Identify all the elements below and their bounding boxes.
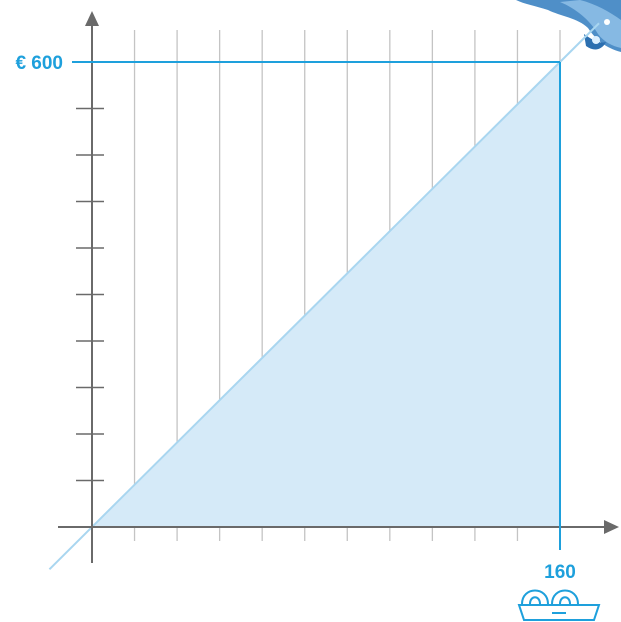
y-axis-arrow-icon (85, 11, 99, 26)
x-axis-arrow-icon (604, 520, 619, 534)
y-axis-ticks (76, 107, 104, 482)
diagonal-line (48, 22, 600, 570)
x-max-label: 160 (544, 562, 576, 583)
y-max-label: € 600 (15, 53, 63, 74)
basin-icon (517, 589, 601, 621)
water-splash-icon (516, 0, 621, 52)
